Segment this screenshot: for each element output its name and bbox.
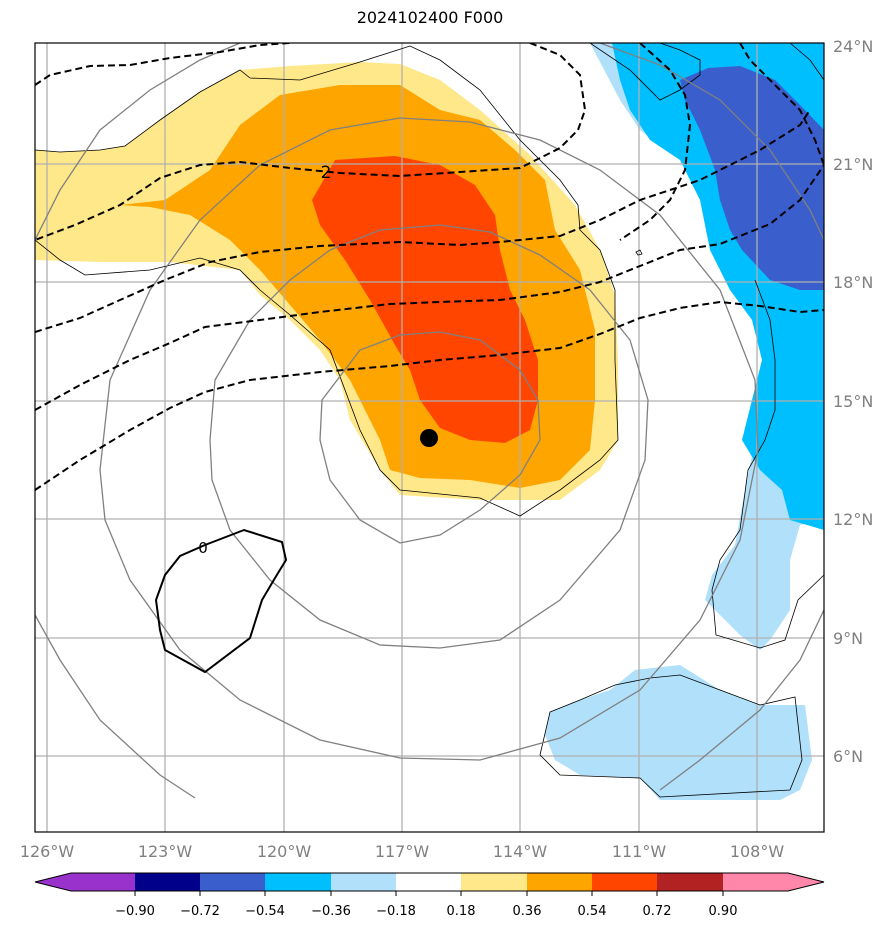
fill-0.54-0.72 (312, 156, 538, 443)
lon-tick-120: 120°W (257, 842, 312, 861)
lat-tick-24: 24°N (833, 37, 873, 56)
cb-label-5: 0.18 (447, 904, 476, 919)
cb-label-4: −0.18 (376, 904, 416, 919)
zero-contour (154, 528, 288, 674)
cb-seg-2 (200, 873, 265, 891)
cb-outline (34, 872, 825, 892)
cb-seg-6 (461, 873, 527, 891)
cb-seg-3 (265, 873, 331, 891)
cb-label-2: −0.54 (245, 904, 285, 919)
lon-tick-114: 114°W (493, 842, 548, 861)
lon-tick-126: 126°W (20, 842, 75, 861)
cb-seg-5 (396, 873, 461, 891)
colorbar: −0.90 −0.72 −0.54 −0.36 −0.18 0.18 0.36 … (34, 872, 825, 919)
lat-tick-21: 21°N (833, 155, 873, 174)
lat-tick-18: 18°N (833, 273, 873, 292)
cb-label-6: 0.36 (513, 904, 542, 919)
lat-tick-labels: 24°N 21°N 18°N 15°N 12°N 9°N 6°N (833, 37, 873, 766)
lon-tick-labels: 126°W 123°W 120°W 117°W 114°W 111°W 108°… (20, 842, 785, 861)
lat-tick-9: 9°N (833, 629, 863, 648)
filled-field (35, 43, 824, 800)
cb-label-1: −0.72 (180, 904, 220, 919)
lat-tick-6: 6°N (833, 747, 863, 766)
lon-tick-117: 117°W (375, 842, 430, 861)
cb-seg-7 (527, 873, 592, 891)
fill-neg-0.18-0.36-south (545, 665, 812, 800)
map-frame (34, 42, 825, 833)
storm-center-marker (420, 429, 438, 447)
cb-label-9: 0.90 (709, 904, 738, 919)
map-title: 2024102400 F000 (356, 8, 504, 27)
fill-neg-0.54-0.72 (680, 66, 824, 290)
cb-ticks (134, 891, 724, 896)
cb-seg-4 (331, 873, 396, 891)
cb-label-7: 0.54 (578, 904, 607, 919)
gray-contours (35, 43, 824, 799)
cb-label-8: 0.72 (643, 904, 672, 919)
lon-tick-123: 123°W (138, 842, 193, 861)
lat-tick-15: 15°N (833, 392, 873, 411)
lat-tick-12: 12°N (833, 510, 873, 529)
contour-label-0: 0 (198, 539, 208, 557)
cb-label-3: −0.36 (311, 904, 351, 919)
cb-seg-9 (657, 873, 723, 891)
cb-seg-0 (35, 873, 135, 891)
cb-label-0: −0.90 (115, 904, 155, 919)
cb-seg-10 (723, 873, 824, 891)
cb-seg-8 (592, 873, 657, 891)
cb-seg-1 (135, 873, 200, 891)
lon-tick-108: 108°W (730, 842, 785, 861)
graticule (35, 43, 824, 832)
lon-tick-111: 111°W (612, 842, 667, 861)
dashed-contours (35, 43, 824, 491)
contour-label-2: 2 (321, 163, 332, 183)
